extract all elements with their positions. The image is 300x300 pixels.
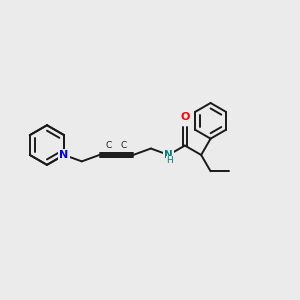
Text: N: N bbox=[164, 150, 173, 160]
Text: C: C bbox=[121, 142, 127, 151]
Text: H: H bbox=[166, 156, 173, 165]
Text: N: N bbox=[59, 150, 69, 160]
Text: C: C bbox=[106, 142, 112, 151]
Text: O: O bbox=[180, 112, 190, 122]
